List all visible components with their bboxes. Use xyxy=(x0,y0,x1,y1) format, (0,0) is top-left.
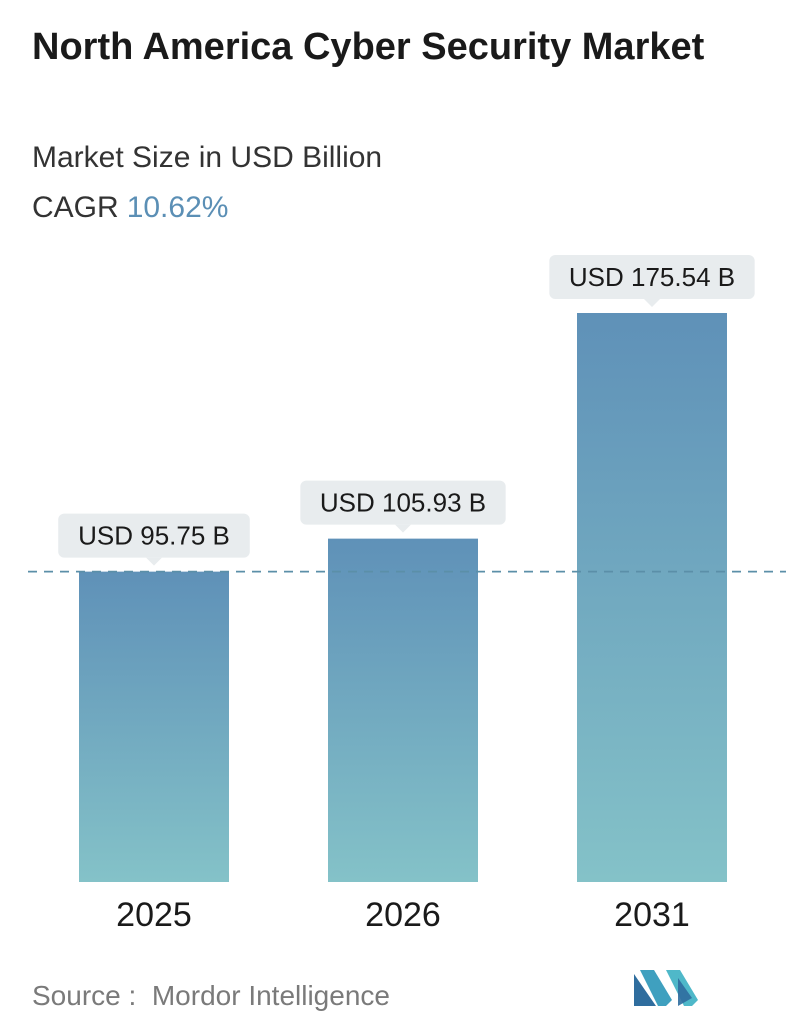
cagr-value: 10.62% xyxy=(126,191,229,224)
value-label-2031: USD 175.54 B xyxy=(549,255,755,307)
value-label-2025: USD 95.75 B xyxy=(58,513,250,566)
bar-2031 xyxy=(577,313,727,882)
source-label: Source : xyxy=(32,980,137,1011)
value-label-text: USD 95.75 B xyxy=(78,521,230,551)
value-label-bg xyxy=(58,513,250,558)
source-text: Source : Mordor Intelligence xyxy=(32,978,390,1014)
value-label-bg xyxy=(549,255,755,299)
source-name: Mordor Intelligence xyxy=(151,980,390,1011)
value-label-2026: USD 105.93 B xyxy=(300,480,506,533)
bar-2025 xyxy=(79,571,229,882)
cagr-info: CAGR 10.62% xyxy=(32,190,228,226)
value-label-bg xyxy=(300,480,506,525)
mordor-intelligence-logo xyxy=(634,970,698,1006)
value-label-pointer xyxy=(395,524,411,533)
category-label-2025: 2025 xyxy=(116,896,192,934)
chart-subtitle: Market Size in USD Billion xyxy=(32,141,383,174)
value-label-pointer xyxy=(146,557,162,566)
category-label-2026: 2026 xyxy=(365,896,441,934)
cagr-label: CAGR xyxy=(32,191,119,224)
bar-chart: USD 95.75 B 2025 USD 105.93 B 2026 USD 175.5… xyxy=(28,255,786,934)
value-label-pointer xyxy=(644,299,660,307)
value-label-text: USD 105.93 B xyxy=(320,488,486,518)
bar-2026 xyxy=(328,538,478,882)
chart-title: North America Cyber Security Market xyxy=(32,26,705,68)
value-label-text: USD 175.54 B xyxy=(569,262,735,292)
category-label-2031: 2031 xyxy=(614,896,690,934)
